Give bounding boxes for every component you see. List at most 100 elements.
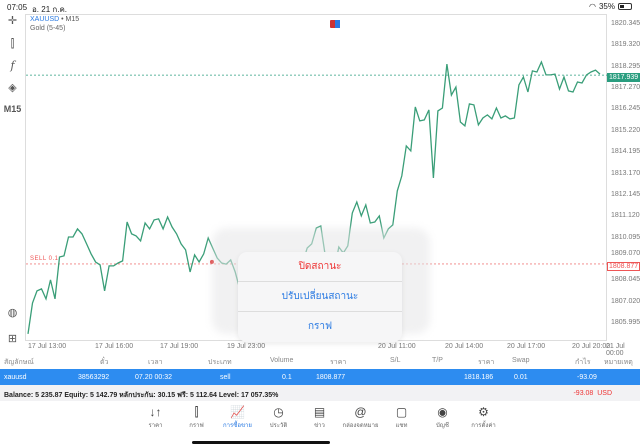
tab-label: บัญชี: [436, 423, 449, 429]
close-position-button[interactable]: ปิดสถานะ: [238, 252, 402, 282]
battery-status: ◠ 35%: [589, 2, 632, 11]
tab-label: กล่องจดหมาย: [342, 423, 379, 429]
cell-price: 1818.186: [464, 374, 494, 381]
tab-label: ประวัติ: [269, 423, 288, 429]
last-price-label: 1817.939: [607, 73, 640, 82]
tab-icon: @: [354, 405, 367, 419]
time-tick: 19 Jul 23:00: [227, 343, 266, 350]
modify-position-button[interactable]: ปรับเปลี่ยนสถานะ: [238, 282, 402, 312]
new-order-icon[interactable]: ⊞: [7, 333, 18, 345]
tab-3[interactable]: ◷ ประวัติ: [258, 405, 299, 435]
tab-label: กราฟ: [189, 423, 204, 429]
price-tick: 1816.245: [611, 105, 640, 113]
status-bar: 07:05 อ. 21 ก.ค. ◠ 35%: [0, 0, 640, 14]
symbol-timeframe: M15: [65, 16, 80, 23]
tab-label: ราคา: [148, 423, 163, 429]
total-profit-value: -93.08: [573, 390, 594, 397]
battery-percent: 35%: [598, 2, 615, 11]
price-tick: 1812.145: [611, 190, 640, 198]
price-tick: 1819.320: [611, 41, 640, 49]
cell-profit: -93.09: [577, 374, 597, 381]
tab-icon: ◉: [437, 405, 448, 419]
symbol-name: XAUUSD: [30, 16, 60, 23]
home-indicator[interactable]: [192, 441, 330, 444]
trade-icon[interactable]: ◍: [7, 307, 18, 319]
sell-position-label: SELL 0.1: [30, 256, 59, 262]
price-tick: 1814.195: [611, 148, 640, 156]
tab-8[interactable]: ⚙ การตั้งค่า: [463, 405, 504, 435]
col-tp: T/P: [432, 357, 443, 364]
col-time: เวลา: [148, 359, 163, 366]
price-tick: 1815.220: [611, 126, 640, 134]
col-ticket: ตั๋ว: [100, 359, 109, 366]
time-tick: 20 Jul 20:00: [572, 343, 611, 350]
position-row[interactable]: xauusd 38563292 07.20 00:32 sell 0.1 180…: [0, 369, 640, 385]
symbol-description: Gold (5-45): [30, 25, 66, 32]
tab-icon: ▤: [313, 405, 326, 419]
price-tick: 1818.295: [611, 62, 640, 70]
tab-2[interactable]: 📈 การซื้อขาย: [217, 405, 258, 435]
tab-label: การตั้งค่า: [471, 423, 496, 429]
tab-icon: 📈: [230, 405, 245, 419]
time-tick: 21 Jul 00:00: [606, 343, 625, 357]
wifi-icon: ◠: [589, 2, 596, 11]
chart-button[interactable]: กราฟ: [307, 321, 333, 332]
battery-icon: [618, 3, 632, 10]
cell-open-price: 1808.877: [316, 374, 346, 381]
col-comment: หมายเหตุ: [604, 359, 633, 366]
bottom-tab-bar: ↓↑ ราคา ⫿ กราฟ 📈 การซื้อขาย ◷ ประวัติ ▤ ข่าว @ กล่อ…: [135, 405, 505, 435]
sell-price-label: 1808.877: [607, 262, 640, 271]
tab-label: การซื้อขาย: [223, 423, 252, 429]
col-type: ประเภท: [208, 359, 232, 366]
tab-label: แชท: [395, 423, 408, 429]
time-tick: 17 Jul 13:00: [28, 343, 67, 350]
tab-7[interactable]: ◉ บัญชี: [422, 405, 463, 435]
one-click-trading-icon[interactable]: [330, 20, 340, 28]
col-symbol: สัญลักษณ์: [4, 359, 34, 366]
price-tick: 1810.095: [611, 233, 640, 241]
tab-1[interactable]: ⫿ กราฟ: [176, 405, 217, 435]
cell-time: 07.20 00:32: [135, 374, 172, 381]
shapes-icon[interactable]: ◈: [8, 82, 17, 94]
col-volume: Volume: [270, 357, 294, 364]
status-date: อ. 21 ก.ค.: [32, 5, 68, 14]
currency: USD: [597, 390, 612, 397]
cell-swap: 0.01: [514, 374, 528, 381]
col-profit: กำไร: [575, 359, 591, 366]
tab-6[interactable]: ▢ แชท: [381, 405, 422, 435]
cell-symbol: xauusd: [4, 374, 27, 381]
price-tick: 1809.070: [611, 249, 640, 257]
cell-type: sell: [220, 374, 231, 381]
timeframe-button[interactable]: M15: [3, 104, 22, 114]
tab-icon: ⫿: [194, 405, 199, 419]
indicator-icon[interactable]: f: [10, 59, 15, 72]
balance-bar: Balance: 5 235.87 Equity: 5 142.79 หลักป…: [0, 385, 640, 401]
time-tick: 20 Jul 14:00: [445, 343, 484, 350]
positions-header: สัญลักษณ์ ตั๋ว เวลา ประเภท Volume ราคา S…: [0, 352, 640, 368]
col-open-price: ราคา: [330, 359, 347, 366]
price-tick: 1820.345: [611, 20, 640, 27]
price-tick: 1808.045: [611, 276, 640, 284]
position-action-menu: ปิดสถานะ ปรับเปลี่ยนสถานะ กราฟ: [238, 252, 402, 342]
price-tick: 1817.270: [611, 84, 640, 92]
tab-icon: ◷: [273, 405, 284, 419]
col-swap: Swap: [512, 357, 530, 364]
tab-4[interactable]: ▤ ข่าว: [299, 405, 340, 435]
crosshair-icon[interactable]: ✛: [7, 15, 18, 27]
candles-icon[interactable]: ⫿: [10, 38, 15, 50]
tab-icon: ⚙: [478, 405, 489, 419]
chart-symbol[interactable]: XAUUSD • M15: [30, 16, 79, 23]
tab-5[interactable]: @ กล่องจดหมาย: [340, 405, 381, 435]
tab-0[interactable]: ↓↑ ราคา: [135, 405, 176, 435]
cell-volume: 0.1: [282, 374, 292, 381]
price-tick: 1813.170: [611, 169, 640, 177]
col-sl: S/L: [390, 357, 401, 364]
total-profit: -93.08 USD: [573, 390, 612, 397]
tab-icon: ↓↑: [149, 405, 162, 419]
time-tick: 20 Jul 17:00: [507, 343, 546, 350]
separator: •: [59, 16, 66, 23]
chart-toolbar: ✛ ⫿ f ◈ M15 ◍ ⊞: [0, 14, 25, 345]
tab-label: ข่าว: [314, 423, 325, 429]
tab-icon: ▢: [395, 405, 408, 419]
price-tick: 1805.995: [611, 319, 640, 327]
